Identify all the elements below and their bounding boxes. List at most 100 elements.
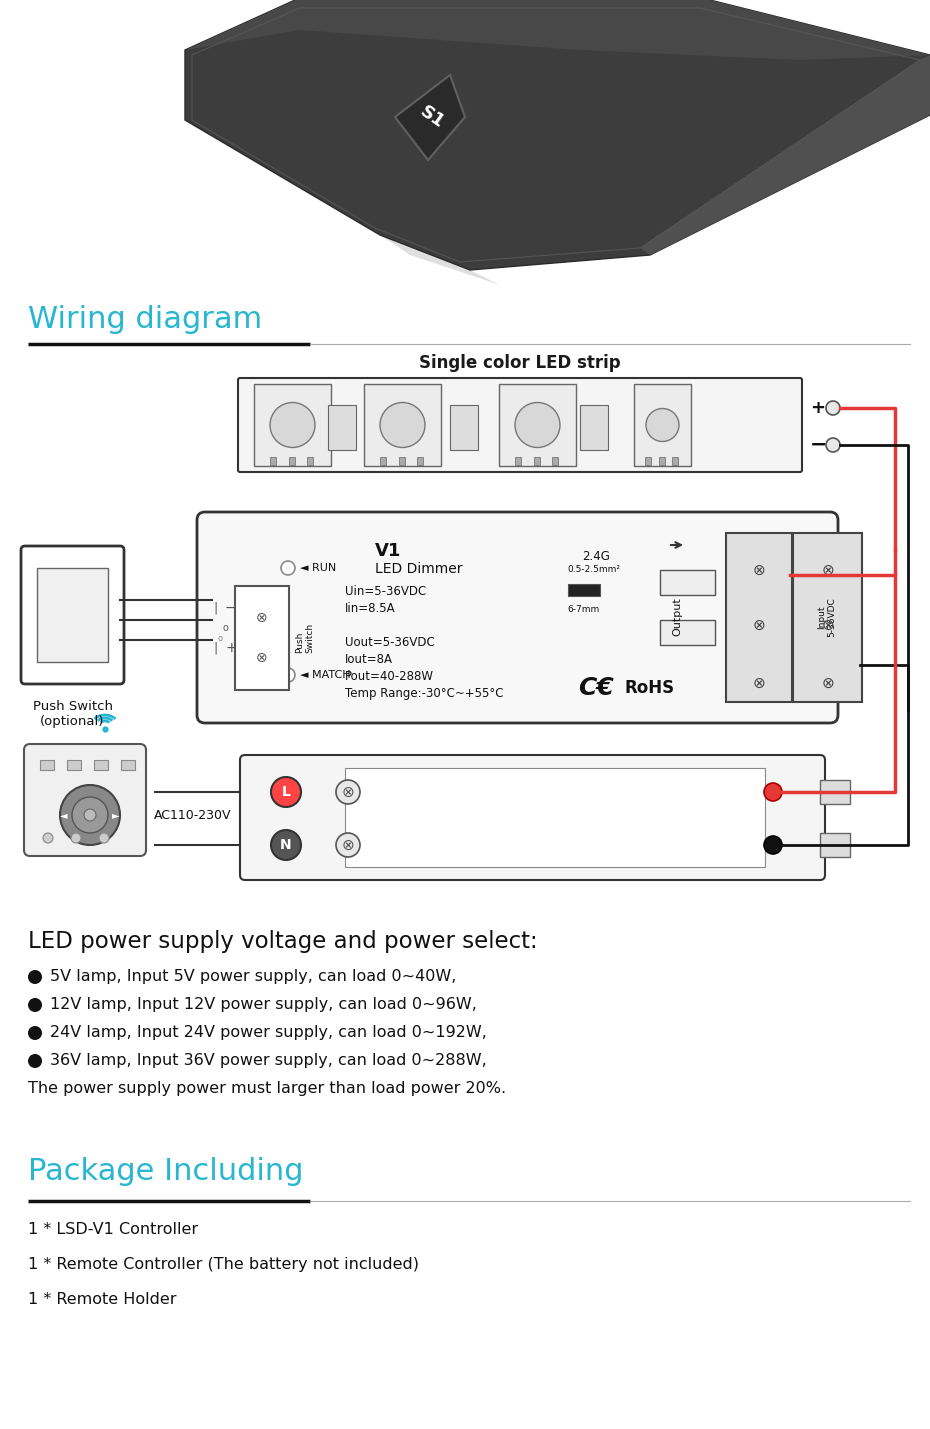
Text: ◄ RUN: ◄ RUN: [300, 563, 337, 573]
Text: −: −: [680, 574, 692, 589]
Polygon shape: [395, 74, 465, 160]
FancyBboxPatch shape: [240, 755, 825, 880]
Text: |: |: [213, 642, 217, 654]
Bar: [40, 760, 54, 770]
FancyBboxPatch shape: [793, 533, 862, 702]
Text: 5V lamp, Input 5V power supply, can load 0~40W,: 5V lamp, Input 5V power supply, can load…: [50, 969, 457, 985]
Text: 12V lamp, Input 12V power supply, can load 0~96W,: 12V lamp, Input 12V power supply, can lo…: [50, 997, 477, 1013]
Bar: [820, 833, 850, 857]
Text: −: −: [810, 434, 828, 454]
Bar: [345, 767, 765, 867]
Circle shape: [764, 836, 782, 855]
Text: −: −: [225, 602, 236, 614]
Text: ►: ►: [113, 810, 120, 820]
Text: Iout=8A: Iout=8A: [345, 653, 393, 666]
Text: C€: C€: [578, 676, 614, 700]
Bar: [644, 457, 651, 464]
Text: 1 * Remote Holder: 1 * Remote Holder: [28, 1292, 177, 1308]
Text: Package Including: Package Including: [28, 1157, 303, 1186]
FancyBboxPatch shape: [238, 379, 802, 472]
Circle shape: [515, 403, 560, 447]
FancyBboxPatch shape: [235, 586, 289, 690]
Text: ⊗: ⊗: [752, 676, 765, 690]
FancyBboxPatch shape: [254, 384, 331, 466]
Text: Wiring diagram: Wiring diagram: [28, 304, 262, 334]
Bar: [328, 404, 356, 450]
Text: Single color LED strip: Single color LED strip: [419, 354, 621, 372]
Bar: [534, 457, 539, 464]
Circle shape: [281, 667, 295, 682]
Circle shape: [380, 403, 425, 447]
Text: Push
Switch: Push Switch: [295, 623, 314, 653]
Polygon shape: [380, 234, 500, 284]
Text: 5-36VDC: 5-36VDC: [512, 817, 599, 836]
Bar: [67, 760, 81, 770]
Text: ⊗: ⊗: [256, 652, 268, 664]
Circle shape: [826, 402, 840, 414]
Polygon shape: [185, 0, 930, 270]
Text: 36V lamp, Input 36V power supply, can load 0~288W,: 36V lamp, Input 36V power supply, can lo…: [50, 1053, 486, 1069]
Polygon shape: [640, 54, 930, 254]
Circle shape: [60, 785, 120, 845]
Text: |: |: [213, 602, 217, 614]
Circle shape: [72, 797, 108, 833]
Text: S1: S1: [417, 103, 447, 131]
Text: ⊗: ⊗: [256, 612, 268, 624]
Circle shape: [71, 833, 81, 843]
Text: 2.4G: 2.4G: [582, 550, 610, 563]
Circle shape: [826, 439, 840, 452]
Circle shape: [764, 783, 782, 802]
Text: Input
5-36VDC: Input 5-36VDC: [817, 597, 837, 637]
Circle shape: [28, 970, 42, 985]
Circle shape: [336, 833, 360, 857]
Text: The power supply power must larger than load power 20%.: The power supply power must larger than …: [28, 1082, 506, 1096]
Bar: [658, 457, 665, 464]
Text: Uin=5-36VDC: Uin=5-36VDC: [345, 584, 426, 597]
Bar: [307, 457, 313, 464]
Text: AC110-230V: AC110-230V: [154, 809, 232, 822]
Bar: [288, 457, 295, 464]
FancyBboxPatch shape: [634, 384, 691, 466]
Text: 1 * LSD-V1 Controller: 1 * LSD-V1 Controller: [28, 1222, 198, 1238]
Circle shape: [271, 830, 301, 860]
Circle shape: [28, 1055, 42, 1067]
Text: ⊗: ⊗: [341, 837, 354, 853]
Bar: [450, 404, 478, 450]
Text: Constant Voltage: Constant Voltage: [486, 845, 624, 859]
FancyBboxPatch shape: [364, 384, 441, 466]
Text: Pout=40-288W: Pout=40-288W: [345, 670, 434, 683]
Text: LED power supply voltage and power select:: LED power supply voltage and power selec…: [28, 930, 538, 953]
Bar: [270, 457, 276, 464]
Text: N: N: [280, 837, 292, 852]
Circle shape: [99, 833, 109, 843]
Text: LED Dimmer: LED Dimmer: [375, 562, 462, 576]
Circle shape: [84, 809, 96, 822]
Circle shape: [270, 403, 315, 447]
Text: Output: Output: [672, 597, 682, 636]
Text: Power Supply: Power Supply: [485, 792, 624, 810]
Text: ⊗: ⊗: [752, 617, 765, 633]
Bar: [37, 567, 108, 662]
Circle shape: [28, 997, 42, 1012]
Text: 0.5-2.5mm²: 0.5-2.5mm²: [567, 564, 620, 574]
Text: ⊗: ⊗: [821, 617, 834, 633]
Bar: [121, 760, 135, 770]
Text: +: +: [225, 642, 236, 654]
Circle shape: [336, 780, 360, 805]
Bar: [94, 760, 108, 770]
Text: ⊗: ⊗: [821, 563, 834, 577]
Text: +: +: [810, 399, 825, 417]
Bar: [514, 457, 521, 464]
Circle shape: [281, 562, 295, 574]
Text: ⊗: ⊗: [341, 785, 354, 799]
FancyBboxPatch shape: [197, 512, 838, 723]
Text: ◄ MATCH: ◄ MATCH: [300, 670, 351, 680]
Bar: [552, 457, 558, 464]
Circle shape: [43, 833, 53, 843]
Bar: [398, 457, 405, 464]
Text: o: o: [217, 633, 222, 643]
Bar: [660, 570, 715, 594]
FancyBboxPatch shape: [499, 384, 576, 466]
Bar: [672, 457, 678, 464]
FancyBboxPatch shape: [24, 745, 146, 856]
